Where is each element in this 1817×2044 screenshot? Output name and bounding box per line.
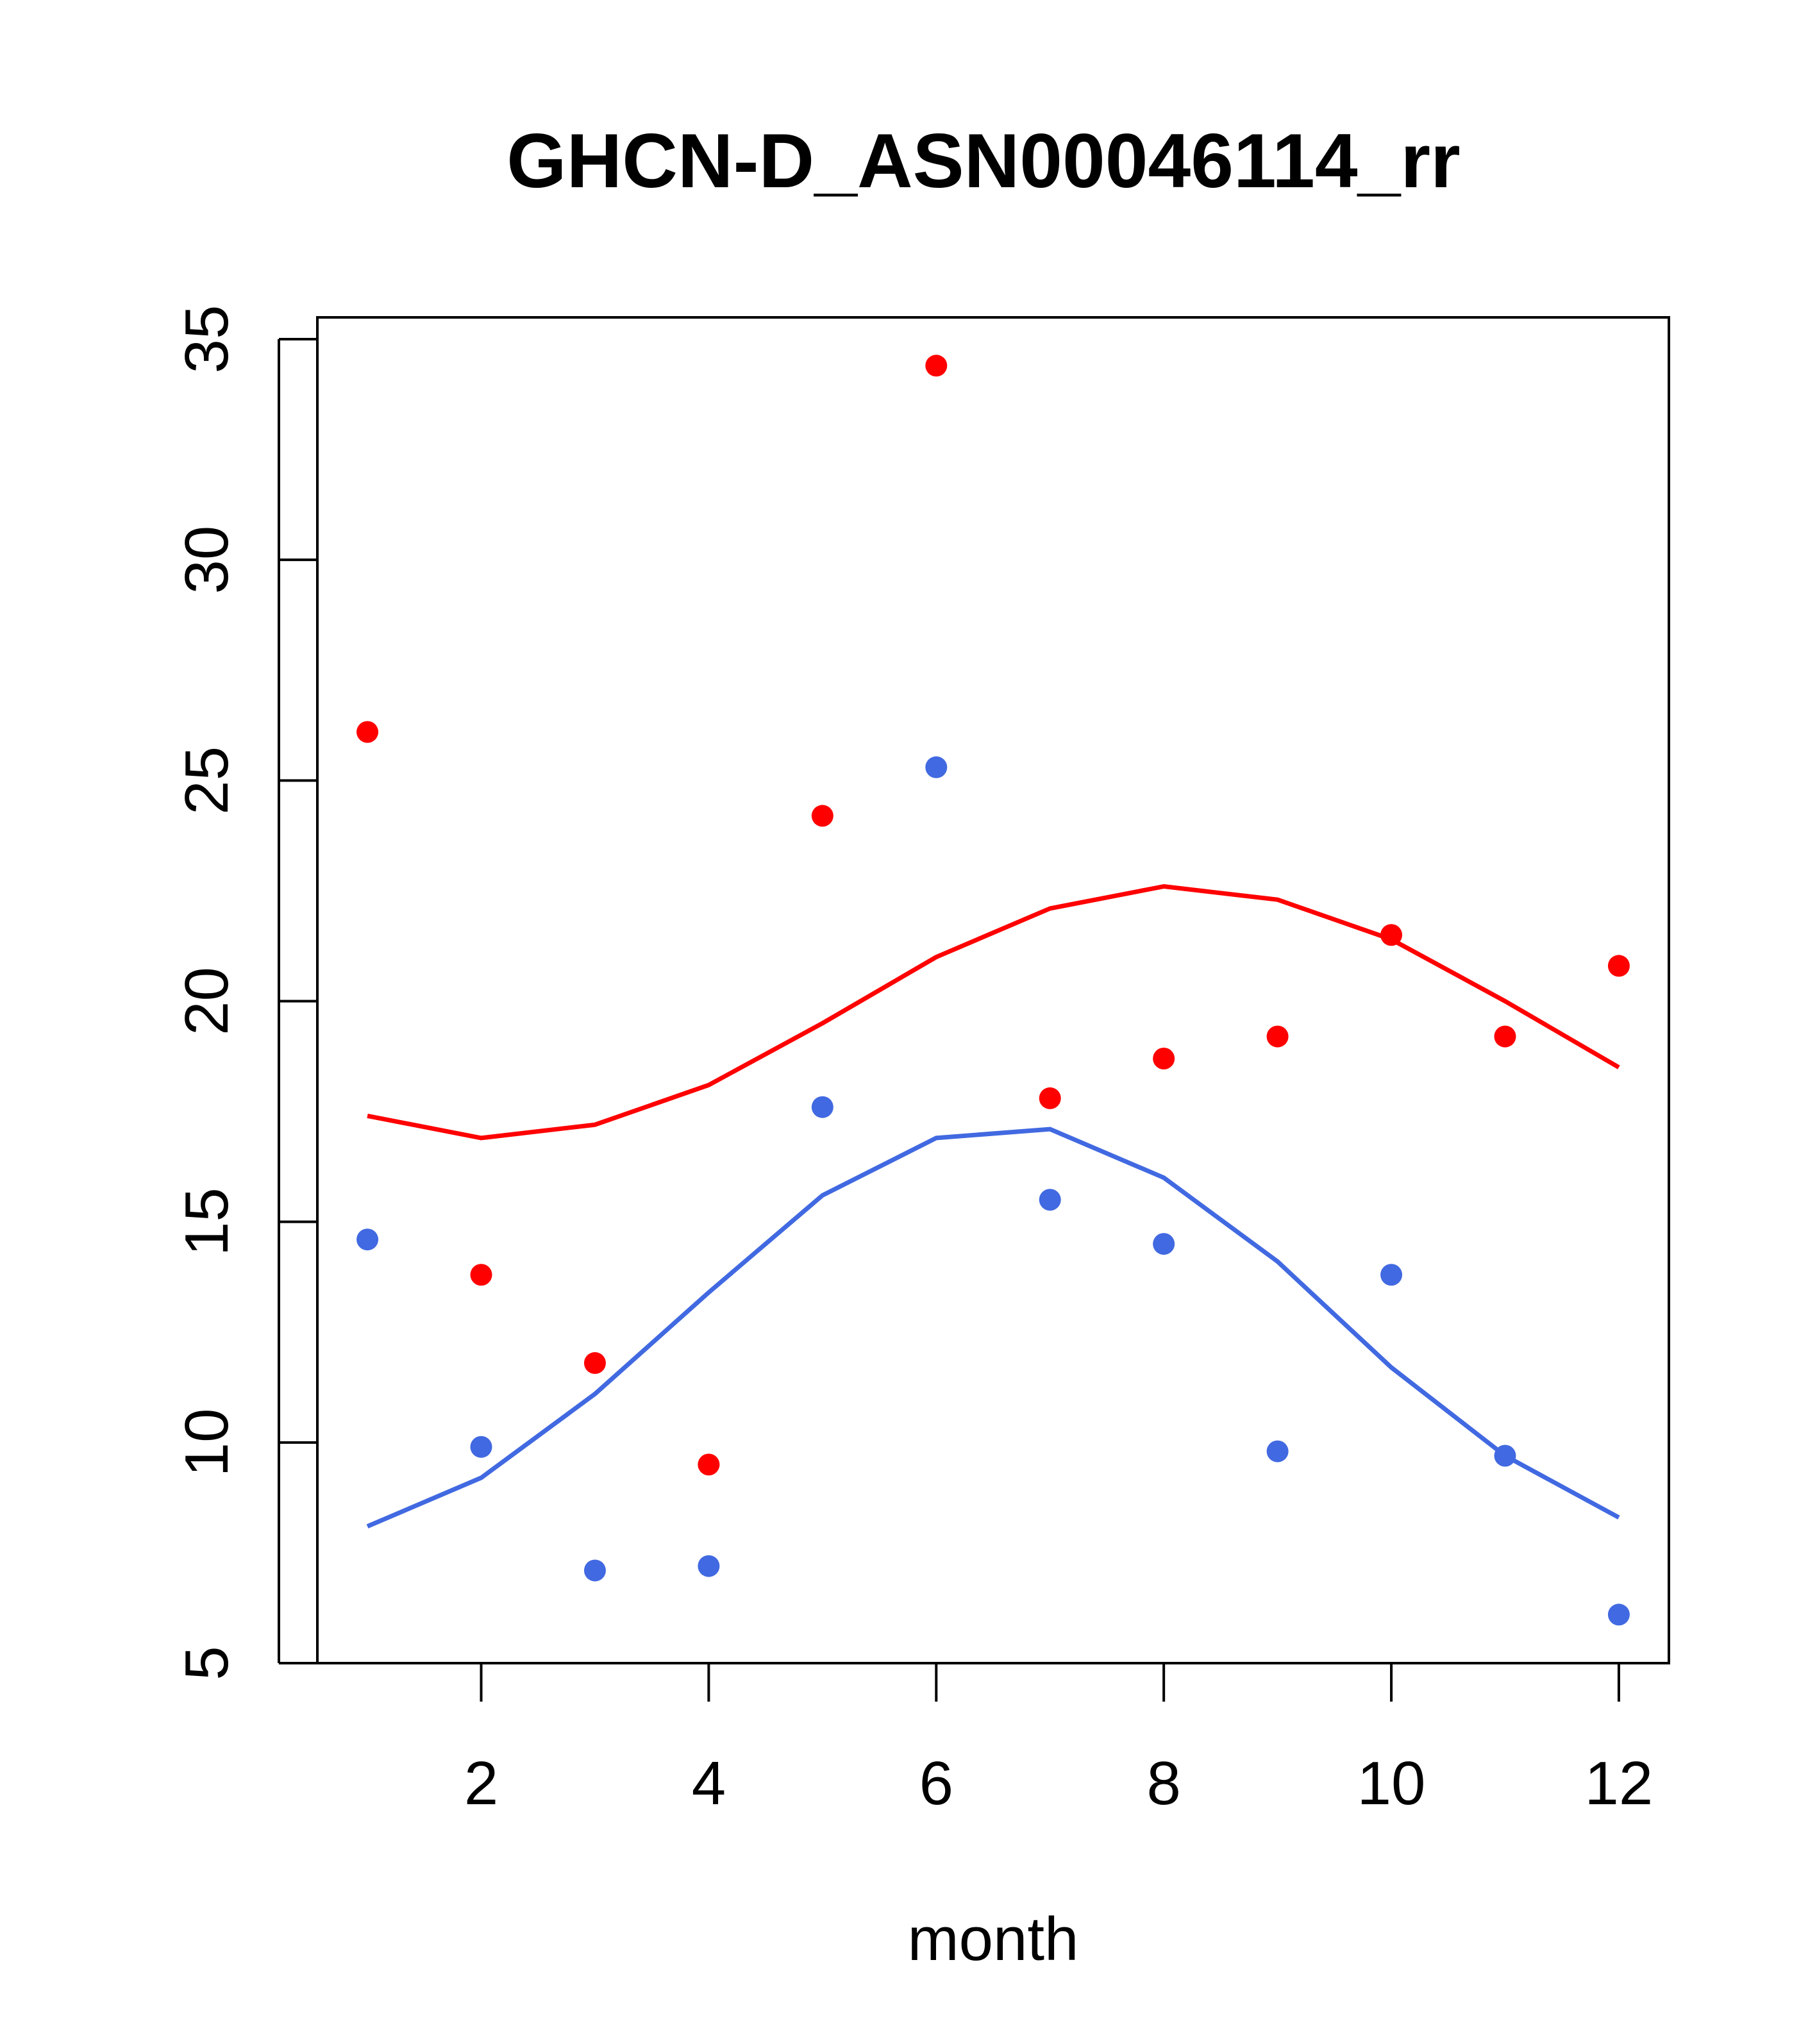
blue-point <box>470 1436 492 1458</box>
plot-frame <box>316 316 1670 1664</box>
y-tick-label: 30 <box>172 526 241 594</box>
red-point <box>1153 1047 1175 1069</box>
x-tick-label: 8 <box>1146 1749 1180 1818</box>
blue-point <box>583 1559 606 1582</box>
red-point <box>356 721 379 743</box>
series-lines <box>366 884 1620 1529</box>
x-tick-label: 6 <box>919 1749 953 1818</box>
blue-curve <box>366 1127 1620 1529</box>
blue-point <box>1039 1189 1061 1211</box>
x-tick-label: 10 <box>1357 1749 1426 1818</box>
red-point <box>583 1352 606 1374</box>
y-tick-label: 15 <box>172 1187 241 1256</box>
red-point <box>925 355 948 377</box>
y-tick-label: 25 <box>172 746 241 815</box>
blue-point <box>356 1228 379 1251</box>
red-point <box>1380 924 1403 946</box>
blue-point <box>1607 1604 1630 1626</box>
red-point <box>811 805 833 827</box>
x-axis: 2 4 6 8 10 12 <box>464 1662 1654 1818</box>
y-tick-label: 5 <box>172 1646 241 1680</box>
blue-point <box>1266 1440 1289 1462</box>
series-points <box>356 355 1630 1626</box>
blue-point <box>1494 1445 1516 1467</box>
y-axis: 5 10 15 20 25 30 35 <box>172 305 317 1680</box>
blue-point <box>698 1555 720 1577</box>
blue-point <box>811 1096 833 1118</box>
red-point <box>1494 1025 1516 1048</box>
blue-point <box>925 756 948 778</box>
x-tick-label: 2 <box>464 1749 498 1818</box>
x-axis-label: month <box>908 1905 1079 1973</box>
red-point <box>1266 1025 1289 1048</box>
red-point <box>1607 955 1630 977</box>
y-tick-label: 10 <box>172 1408 241 1477</box>
x-tick-label: 4 <box>692 1749 726 1818</box>
blue-point <box>1153 1233 1175 1255</box>
red-point <box>470 1264 492 1286</box>
y-tick-label: 20 <box>172 967 241 1035</box>
chart-title: GHCN-D_ASN00046114_rr <box>507 118 1460 204</box>
y-tick-label: 35 <box>172 305 241 374</box>
blue-point <box>1380 1264 1403 1286</box>
red-point <box>1039 1087 1061 1109</box>
x-tick-label: 12 <box>1585 1749 1654 1818</box>
red-point <box>698 1453 720 1476</box>
red-curve <box>367 884 1620 1141</box>
